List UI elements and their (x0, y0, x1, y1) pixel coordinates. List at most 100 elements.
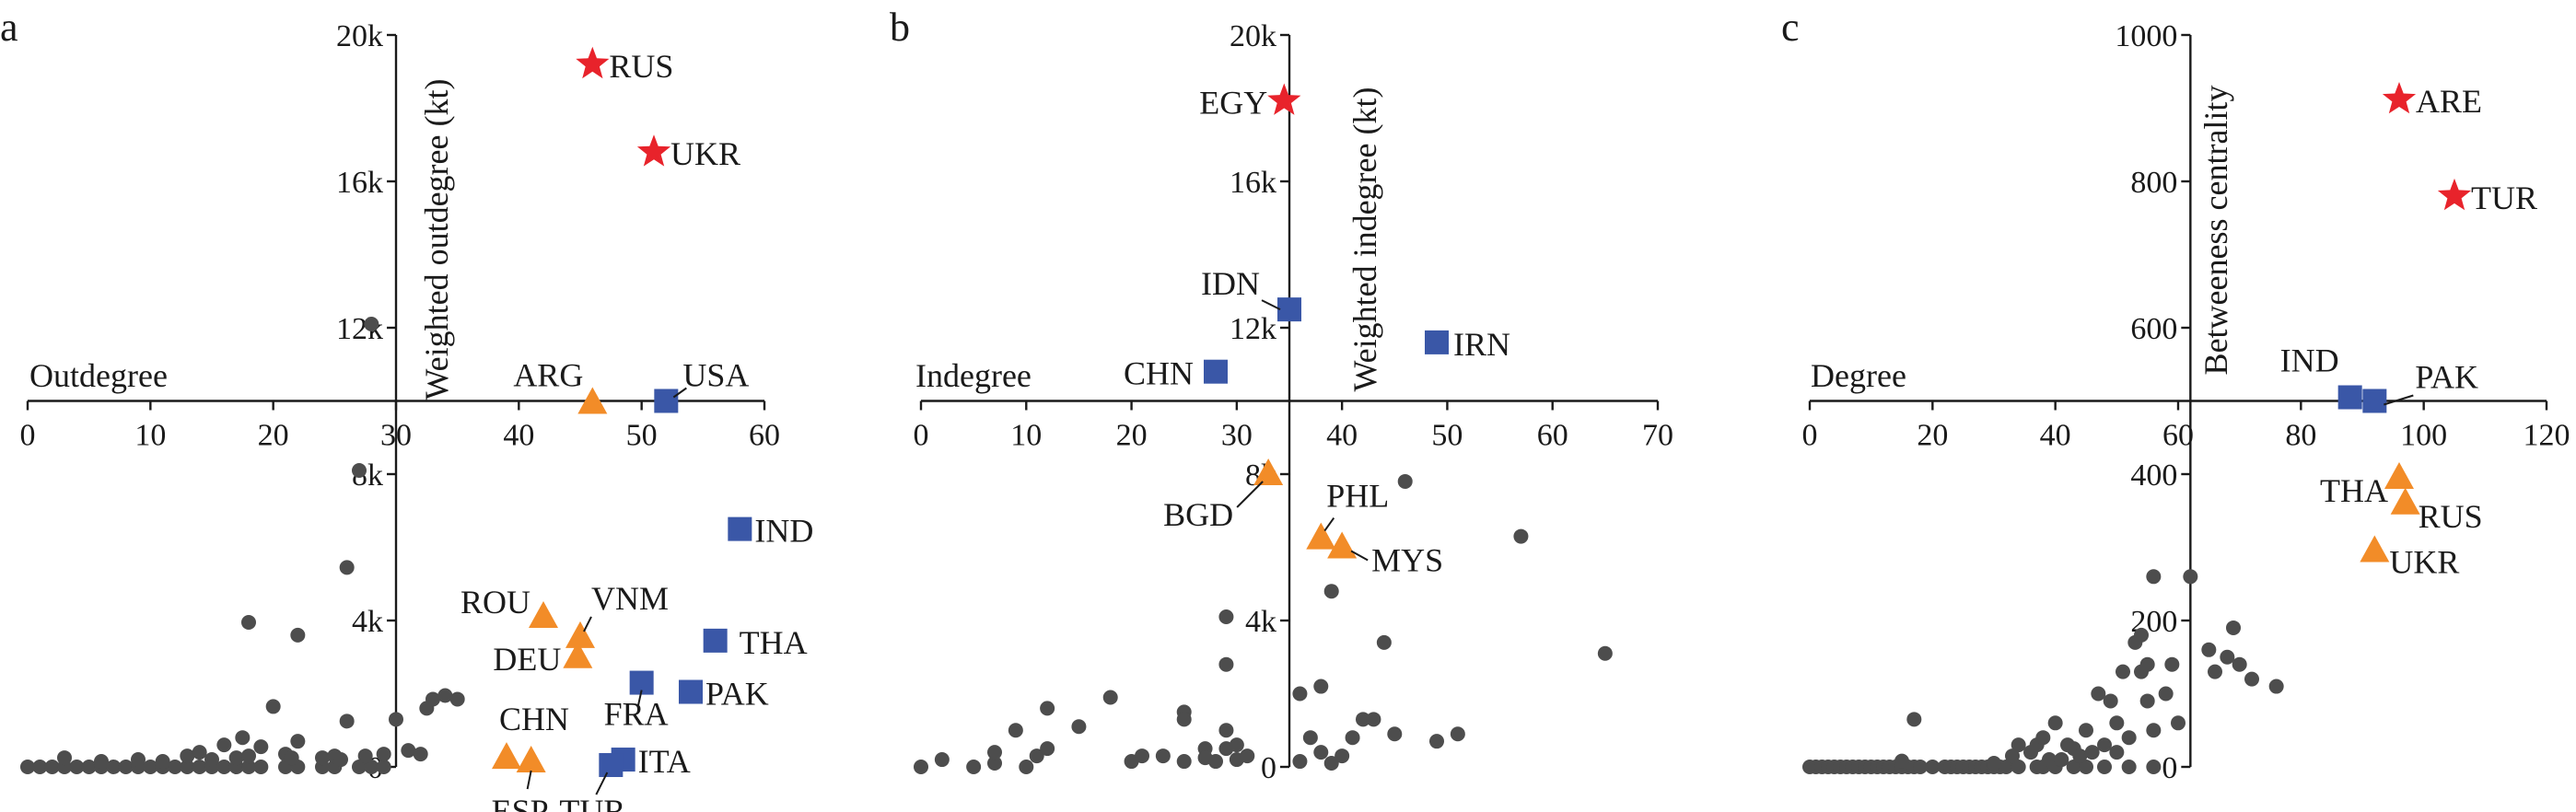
point-label-rus: RUS (2419, 498, 2483, 535)
data-point (2139, 656, 2155, 672)
data-point (1429, 734, 1444, 749)
star-marker-tur (2437, 178, 2472, 211)
data-point (2066, 760, 2081, 774)
leader-line (595, 771, 609, 795)
point-label-tur: TUR (559, 793, 625, 812)
data-point (401, 743, 416, 759)
data-point (2158, 686, 2174, 702)
data-point (2268, 679, 2284, 694)
leader-line (526, 770, 532, 790)
data-point (966, 760, 982, 774)
data-point (1366, 712, 1381, 727)
triangle-marker-rou (529, 601, 558, 629)
data-point (376, 760, 391, 774)
data-point (2084, 745, 2100, 760)
data-point (2109, 715, 2125, 731)
data-point (1029, 748, 1044, 764)
panel-c: c0 20 40 60 80 100 120Degree02004006008001000B… (1781, 5, 2570, 785)
data-point (1071, 719, 1087, 735)
data-point (2079, 760, 2093, 774)
triangle-marker-bgd (1253, 458, 1284, 485)
data-point (1323, 584, 1339, 599)
y-axis-title: Weighted outdegree (kt) (418, 79, 455, 400)
data-point (1008, 723, 1023, 738)
x-tick-label: 60 (2162, 419, 2194, 453)
x-axis-title: Degree (1811, 357, 1906, 394)
data-point (1313, 745, 1329, 760)
square-marker-ind (2337, 385, 2362, 410)
x-tick-label: 50 (1431, 419, 1463, 453)
data-point (1102, 690, 1118, 705)
data-point (265, 699, 281, 714)
data-point (2097, 760, 2112, 774)
data-point (1397, 473, 1413, 489)
panel-letter: c (1781, 5, 1800, 50)
data-point (425, 691, 440, 707)
data-point (2226, 620, 2241, 635)
data-point (364, 760, 379, 774)
data-point (118, 760, 134, 774)
data-point (1894, 753, 1909, 769)
data-point (2097, 737, 2112, 753)
point-label-tha: THA (740, 624, 808, 661)
data-point (357, 748, 373, 764)
triangle-marker-rus (2390, 487, 2420, 515)
star-marker-ukr (636, 134, 671, 167)
data-point (1135, 748, 1149, 764)
data-point (389, 712, 403, 727)
point-label-ind: IND (2280, 342, 2339, 379)
triangle-marker-mys (1327, 531, 1358, 559)
y-tick-label: 20k (1230, 19, 1276, 53)
point-label-bgd: BGD (1163, 496, 1233, 533)
triangle-marker-tha (2384, 461, 2414, 489)
point-label-ukr: UKR (2389, 543, 2459, 580)
panel-letter: b (890, 5, 910, 50)
x-tick-label: 60 (1537, 419, 1568, 453)
data-point (1345, 730, 1360, 746)
data-point (2005, 748, 2020, 764)
data-point (1335, 748, 1350, 764)
x-tick-label: 120 (2524, 419, 2570, 453)
leader-line (1261, 299, 1281, 311)
x-tick-label: 20 (1116, 419, 1148, 453)
data-point (2103, 693, 2118, 709)
x-tick-label: 70 (1642, 419, 1673, 453)
x-tick-label: 80 (2285, 419, 2316, 453)
leader-line (2384, 394, 2414, 406)
data-point (2011, 760, 2026, 774)
data-point (376, 747, 391, 762)
data-point (1229, 737, 1244, 753)
data-point (1356, 712, 1370, 727)
data-point (1218, 609, 1234, 625)
data-point (2121, 730, 2137, 746)
data-point (1218, 723, 1234, 738)
y-tick-label: 600 (2130, 312, 2177, 346)
data-point (2054, 752, 2069, 768)
point-label-fra: FRA (604, 696, 669, 733)
square-marker-tha (703, 628, 728, 653)
x-tick-label: 10 (134, 419, 166, 453)
data-point (32, 760, 48, 774)
data-point (69, 760, 85, 774)
x-tick-label: 100 (2400, 419, 2447, 453)
leader-line (636, 690, 643, 707)
leader-line (1236, 481, 1264, 508)
square-marker-idn (1277, 297, 1301, 322)
point-label-chn: CHN (1124, 355, 1194, 392)
data-point (44, 760, 60, 774)
point-label-irn: IRN (1453, 326, 1510, 363)
data-point (1323, 756, 1339, 771)
data-point (1913, 760, 1928, 774)
panel-b: b010203040506070Indegree04k8k12k16k20kWe… (890, 5, 1673, 785)
data-point (2220, 649, 2235, 665)
data-point (352, 760, 367, 774)
data-point (106, 760, 122, 774)
star-marker-egy (1267, 83, 1301, 115)
data-point (914, 760, 928, 774)
data-point (2121, 760, 2137, 774)
point-label-egy: EGY (1199, 85, 1267, 122)
data-point (2146, 569, 2162, 585)
square-marker-chn (1204, 359, 1228, 384)
data-point (2164, 656, 2180, 672)
data-point (204, 752, 219, 768)
